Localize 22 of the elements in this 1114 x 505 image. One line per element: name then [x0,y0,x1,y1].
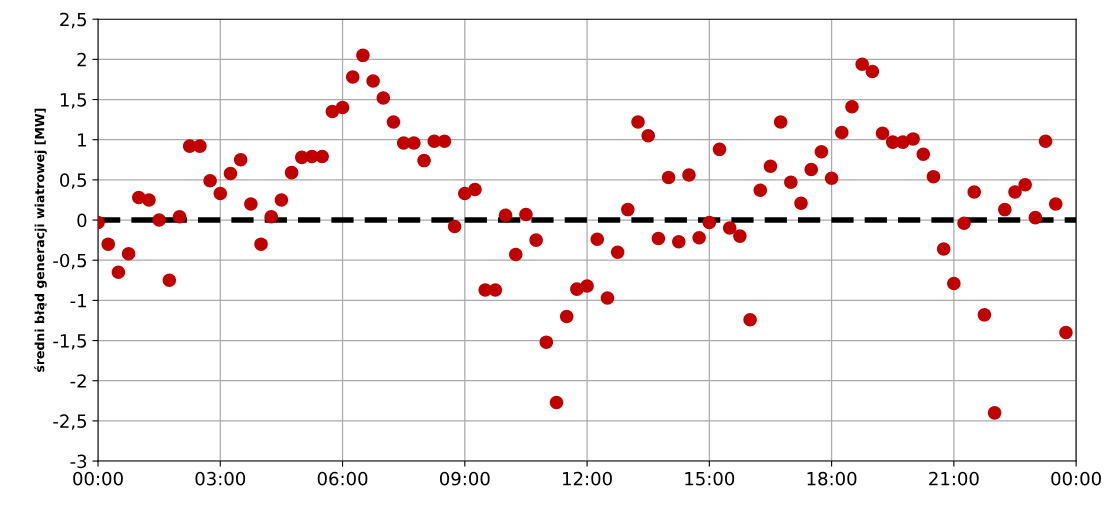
x-tick-label: 00:00 [1051,471,1101,486]
y-tick-label: 2,5 [60,12,87,29]
x-tick-label: 21:00 [929,471,979,486]
y-tick-label: 0 [77,213,87,228]
y-tick-label: -2 [70,374,86,388]
y-tick-label: 0,5 [60,173,87,189]
x-tick-label: 18:00 [807,471,857,486]
y-tick-label: -1,5 [53,334,87,350]
x-tick-label: 03:00 [195,471,246,486]
y-axis-title: średni błąd generacji wiatrowej [MW] [34,108,47,372]
y-tick-label: -1 [70,294,86,308]
x-tick-label: 12:00 [563,471,612,486]
y-tick-label: 2 [77,52,86,67]
y-tick-label: -2,5 [53,414,87,430]
y-tick-label: 1,5 [60,93,87,109]
y-tick-label: -0,5 [53,253,87,270]
y-tick-label: -3 [70,454,87,469]
x-tick-label: 06:00 [317,471,368,486]
x-tick-label: 15:00 [685,471,735,486]
y-tick-label: 1 [78,133,86,147]
x-tick-label: 09:00 [439,471,490,486]
x-tick-label: 00:00 [73,471,123,486]
